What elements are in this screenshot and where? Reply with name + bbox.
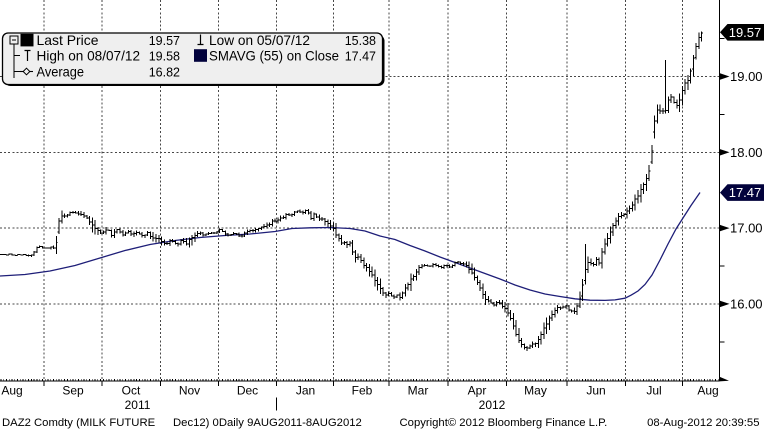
svg-text:18.00: 18.00	[730, 145, 763, 160]
svg-text:Aug: Aug	[697, 384, 718, 398]
svg-text:Mar: Mar	[408, 384, 429, 398]
svg-text:2012: 2012	[479, 398, 506, 412]
svg-text:Copyright© 2012 Bloomberg Fina: Copyright© 2012 Bloomberg Finance L.P.	[400, 417, 608, 429]
svg-text:Sep: Sep	[62, 384, 84, 398]
svg-text:Dec12) 0Daily 9AUG2011-8AUG201: Dec12) 0Daily 9AUG2011-8AUG2012	[173, 417, 362, 429]
svg-text:2011: 2011	[125, 398, 151, 412]
svg-text:High on 08/07/12: High on 08/07/12	[37, 47, 141, 63]
svg-text:Apr: Apr	[468, 384, 487, 398]
svg-text:SMAVG (55) on Close: SMAVG (55) on Close	[209, 47, 339, 63]
svg-text:08-Aug-2012 20:39:55: 08-Aug-2012 20:39:55	[647, 417, 759, 429]
svg-text:Feb: Feb	[352, 384, 373, 398]
svg-text:Dec: Dec	[237, 384, 258, 398]
svg-text:15.38: 15.38	[345, 34, 376, 48]
svg-text:16.82: 16.82	[149, 65, 180, 79]
svg-text:DAZ2 Comdty (MILK FUTURE: DAZ2 Comdty (MILK FUTURE	[2, 417, 156, 429]
svg-text:19.57: 19.57	[149, 34, 180, 48]
svg-text:16.00: 16.00	[730, 296, 763, 311]
svg-text:19.57: 19.57	[729, 25, 762, 40]
svg-text:17.47: 17.47	[729, 185, 762, 200]
svg-text:Nov: Nov	[179, 384, 200, 398]
svg-text:Last Price: Last Price	[37, 32, 99, 48]
svg-text:19.00: 19.00	[730, 69, 763, 84]
svg-text:17.47: 17.47	[345, 49, 376, 63]
svg-text:Oct: Oct	[122, 384, 141, 398]
svg-text:Low on 05/07/12: Low on 05/07/12	[209, 32, 310, 48]
svg-text:19.58: 19.58	[149, 49, 180, 63]
svg-text:May: May	[524, 384, 547, 398]
svg-text:Average: Average	[37, 63, 85, 79]
svg-text:Aug: Aug	[1, 384, 22, 398]
svg-text:Jun: Jun	[586, 384, 605, 398]
svg-text:Jan: Jan	[296, 384, 315, 398]
svg-text:17.00: 17.00	[730, 221, 763, 236]
svg-text:Jul: Jul	[646, 384, 661, 398]
